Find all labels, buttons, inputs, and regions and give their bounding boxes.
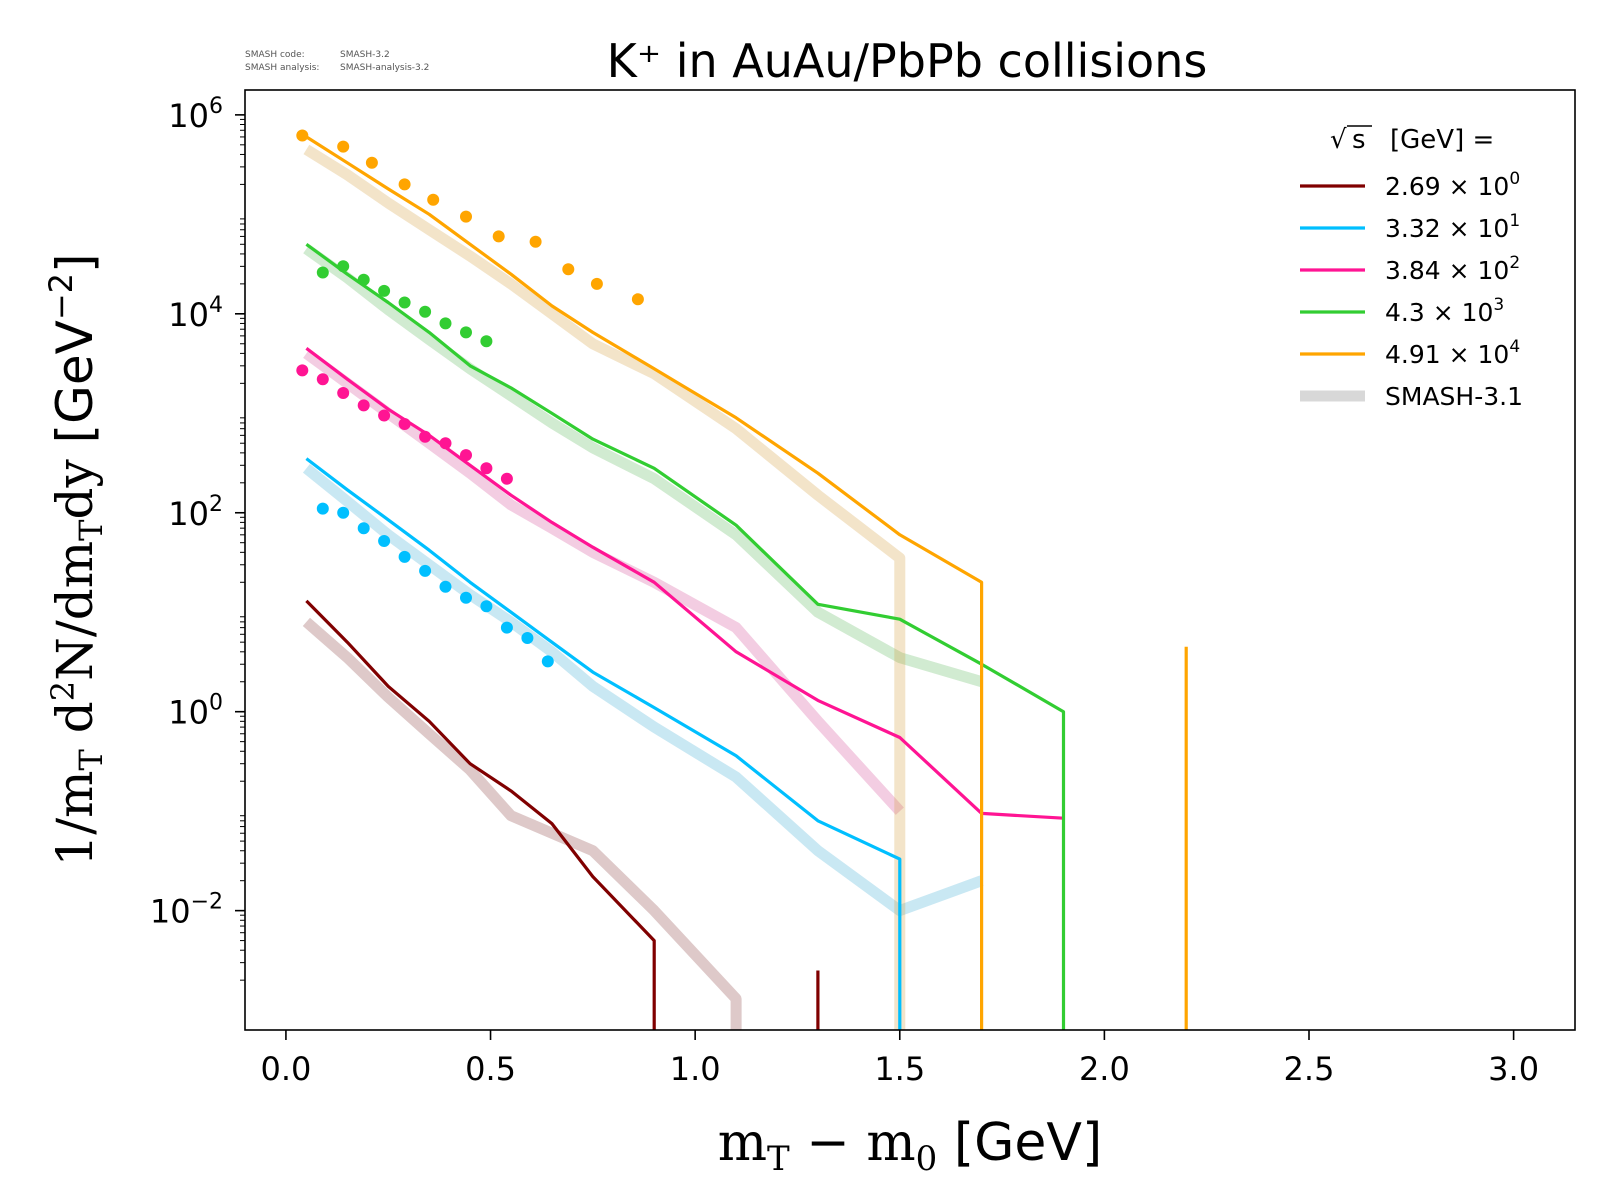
data-point-2-5 xyxy=(398,418,411,430)
x-tick-label-2: 1.0 xyxy=(670,1050,721,1088)
data-point-1-0 xyxy=(316,502,329,515)
data-point-3-6 xyxy=(439,317,452,330)
y-axis-label: 1/mT d2N/dmTdy [GeV−2] xyxy=(42,253,110,866)
smash32-curves xyxy=(305,135,1188,1030)
x-tick-label-4: 2.0 xyxy=(1079,1050,1130,1088)
data-point-4-7 xyxy=(529,235,542,248)
smash31-shade-1 xyxy=(302,464,984,917)
smash31-shade-3 xyxy=(303,244,984,687)
y-axis-ticks: 106 104 102 100 10−2 xyxy=(150,94,245,981)
data-point-3-3 xyxy=(378,284,391,297)
note-analysis-value: SMASH-analysis-3.2 xyxy=(340,63,429,73)
data-point-2-9 xyxy=(480,462,493,475)
x-axis-ticks: 0.0 0.5 1.0 1.5 2.0 2.5 3.0 xyxy=(260,1030,1539,1088)
legend-label-1: 3.32 × 101 xyxy=(1385,211,1520,243)
smash31-line-0 xyxy=(302,617,742,1030)
legend-label-0: 2.69 × 100 xyxy=(1385,169,1520,201)
data-point-2-2 xyxy=(337,387,350,399)
data-point-4-1 xyxy=(337,140,350,153)
data-point-4-10 xyxy=(631,293,644,306)
data-point-1-11 xyxy=(541,655,554,668)
data-point-4-2 xyxy=(365,156,378,169)
code-notes: SMASH code: SMASH-3.2 SMASH analysis: SM… xyxy=(245,50,429,73)
smash31-shade-0 xyxy=(302,617,742,1030)
data-point-2-4 xyxy=(378,409,391,422)
legend-label-3: 4.3 × 103 xyxy=(1385,295,1504,327)
smash31-shade-2 xyxy=(303,348,904,815)
data-point-1-4 xyxy=(398,550,411,563)
data-point-2-3 xyxy=(357,399,370,412)
smash32-line-1 xyxy=(305,457,902,1030)
data-point-2-10 xyxy=(500,472,513,485)
x-tick-label-0: 0.0 xyxy=(260,1050,311,1088)
chart-title: K⁺ in AuAu/PbPb collisions xyxy=(607,34,1208,88)
y-tick-label-0: 106 xyxy=(168,94,223,135)
note-code-value: SMASH-3.2 xyxy=(340,50,390,60)
data-point-1-10 xyxy=(521,632,534,644)
data-point-1-6 xyxy=(439,580,452,593)
data-point-4-0 xyxy=(296,129,309,142)
x-axis-label: mT − m0 [GeV] xyxy=(718,1113,1103,1179)
svg-text:[GeV] =: [GeV] = xyxy=(1390,125,1494,155)
smash31-line-4 xyxy=(303,144,906,1030)
plot-frame xyxy=(244,89,1576,1031)
y-tick-label-3: 100 xyxy=(168,691,223,732)
data-point-3-1 xyxy=(337,260,350,273)
data-point-4-4 xyxy=(427,193,440,206)
data-point-3-5 xyxy=(419,305,432,318)
x-tick-label-3: 1.5 xyxy=(874,1050,925,1088)
x-tick-label-6: 3.0 xyxy=(1488,1050,1539,1088)
svg-text:1/mT d2N/dmTdy [GeV−2]: 1/mT d2N/dmTdy [GeV−2] xyxy=(42,253,110,866)
smash32-line-3 xyxy=(305,243,1066,1030)
svg-text:s: s xyxy=(1352,125,1366,155)
data-point-1-5 xyxy=(419,564,432,577)
svg-text:√: √ xyxy=(1330,125,1347,155)
data-point-1-9 xyxy=(500,621,513,634)
note-code-key: SMASH code: xyxy=(245,50,305,60)
note-analysis-key: SMASH analysis: xyxy=(245,63,319,73)
data-point-4-6 xyxy=(492,230,505,243)
smash32-line-4 xyxy=(305,135,984,1030)
data-point-1-8 xyxy=(480,600,493,613)
smash31-shade-4 xyxy=(303,144,906,1030)
data-points xyxy=(296,129,644,668)
legend-title: √ s [GeV] = xyxy=(1330,125,1494,155)
smash31-line-2 xyxy=(303,348,904,815)
legend-label-5: SMASH-3.1 xyxy=(1385,382,1523,411)
legend: √ s [GeV] = 2.69 × 100 3.32 × 101 3.84 × 1… xyxy=(1300,125,1523,411)
data-point-2-8 xyxy=(460,449,472,462)
svg-text:mT − m0 [GeV]: mT − m0 [GeV] xyxy=(718,1113,1103,1179)
data-point-1-7 xyxy=(460,591,472,604)
data-point-4-3 xyxy=(398,178,411,191)
data-point-1-1 xyxy=(337,506,350,519)
data-point-4-9 xyxy=(590,277,603,290)
y-tick-label-1: 104 xyxy=(168,293,223,334)
data-point-2-6 xyxy=(419,430,432,443)
data-point-2-7 xyxy=(439,437,452,450)
data-point-3-2 xyxy=(357,273,370,286)
data-point-4-5 xyxy=(460,210,472,223)
y-tick-label-2: 102 xyxy=(168,492,223,533)
data-point-1-3 xyxy=(378,535,391,547)
smash31-line-3 xyxy=(303,244,984,687)
data-point-4-8 xyxy=(562,263,575,276)
smash32-line-0 xyxy=(305,599,656,1030)
x-tick-label-5: 2.5 xyxy=(1284,1050,1335,1088)
data-point-3-4 xyxy=(398,296,411,309)
legend-label-2: 3.84 × 102 xyxy=(1385,253,1520,285)
data-point-3-7 xyxy=(460,326,472,339)
data-point-3-8 xyxy=(480,335,493,348)
data-point-3-0 xyxy=(316,266,329,279)
data-point-2-0 xyxy=(296,364,309,377)
smash31-line-1 xyxy=(302,464,984,917)
y-tick-label-4: 10−2 xyxy=(150,890,223,931)
smash32-line-2 xyxy=(305,347,1064,820)
x-tick-label-1: 0.5 xyxy=(465,1050,516,1088)
data-point-1-2 xyxy=(357,522,370,535)
smash31-curves xyxy=(302,144,984,1030)
data-point-2-1 xyxy=(316,373,329,386)
legend-label-4: 4.91 × 104 xyxy=(1385,337,1520,369)
